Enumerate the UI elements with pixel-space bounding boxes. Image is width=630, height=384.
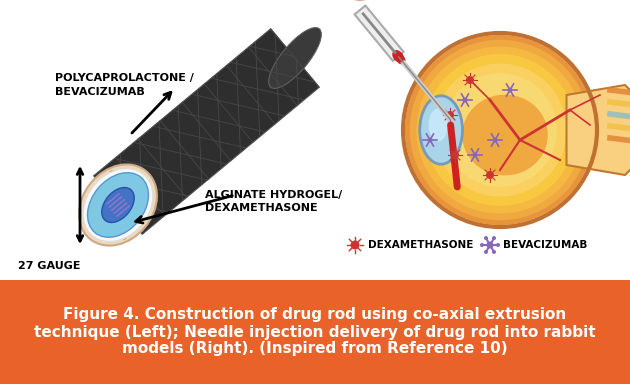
Ellipse shape bbox=[486, 171, 494, 179]
Ellipse shape bbox=[141, 205, 146, 210]
Polygon shape bbox=[566, 85, 630, 175]
Ellipse shape bbox=[106, 233, 111, 238]
Ellipse shape bbox=[480, 243, 484, 247]
Ellipse shape bbox=[462, 94, 547, 175]
Ellipse shape bbox=[433, 63, 566, 197]
Ellipse shape bbox=[125, 172, 130, 177]
Ellipse shape bbox=[484, 236, 488, 240]
Ellipse shape bbox=[486, 242, 493, 248]
Ellipse shape bbox=[83, 169, 153, 242]
Ellipse shape bbox=[451, 151, 459, 159]
Ellipse shape bbox=[484, 250, 488, 254]
Text: DEXAMETHASONE: DEXAMETHASONE bbox=[368, 240, 473, 250]
Text: models (Right). (Inspired from Reference 10): models (Right). (Inspired from Reference… bbox=[122, 341, 508, 356]
Ellipse shape bbox=[492, 250, 496, 254]
Ellipse shape bbox=[90, 200, 95, 205]
Ellipse shape bbox=[410, 40, 590, 220]
Ellipse shape bbox=[416, 46, 583, 214]
Ellipse shape bbox=[96, 181, 101, 186]
Bar bbox=[0, 280, 630, 384]
Ellipse shape bbox=[472, 152, 478, 157]
Ellipse shape bbox=[350, 240, 360, 250]
Ellipse shape bbox=[496, 243, 500, 247]
Text: BEVACIZUMAB: BEVACIZUMAB bbox=[503, 240, 587, 250]
Text: 27 GAUGE: 27 GAUGE bbox=[18, 261, 81, 271]
Ellipse shape bbox=[420, 96, 462, 164]
Ellipse shape bbox=[392, 50, 404, 63]
Ellipse shape bbox=[268, 28, 321, 88]
Ellipse shape bbox=[88, 173, 149, 237]
Ellipse shape bbox=[446, 111, 454, 119]
Ellipse shape bbox=[428, 108, 447, 142]
Ellipse shape bbox=[94, 220, 99, 225]
Ellipse shape bbox=[102, 187, 134, 222]
Polygon shape bbox=[355, 5, 404, 61]
Ellipse shape bbox=[493, 137, 498, 142]
Ellipse shape bbox=[109, 170, 114, 175]
Ellipse shape bbox=[492, 236, 496, 240]
Ellipse shape bbox=[79, 164, 157, 246]
Text: POLYCAPROLACTONE /
BEVACIZUMAB: POLYCAPROLACTONE / BEVACIZUMAB bbox=[55, 73, 194, 97]
Text: ALGINATE HYDROGEL/
DEXAMETHASONE: ALGINATE HYDROGEL/ DEXAMETHASONE bbox=[205, 190, 342, 213]
Polygon shape bbox=[94, 29, 319, 234]
Ellipse shape bbox=[443, 73, 557, 187]
Ellipse shape bbox=[508, 88, 512, 93]
Text: Figure 4. Construction of drug rod using co-axial extrusion: Figure 4. Construction of drug rod using… bbox=[64, 308, 566, 323]
Ellipse shape bbox=[428, 137, 433, 142]
Ellipse shape bbox=[122, 235, 127, 240]
Ellipse shape bbox=[135, 223, 140, 229]
Ellipse shape bbox=[137, 185, 142, 190]
Text: technique (Left); Needle injection delivery of drug rod into rabbit: technique (Left); Needle injection deliv… bbox=[34, 324, 596, 339]
Ellipse shape bbox=[462, 98, 467, 103]
Ellipse shape bbox=[405, 35, 595, 225]
Ellipse shape bbox=[466, 76, 474, 84]
Ellipse shape bbox=[424, 54, 576, 206]
